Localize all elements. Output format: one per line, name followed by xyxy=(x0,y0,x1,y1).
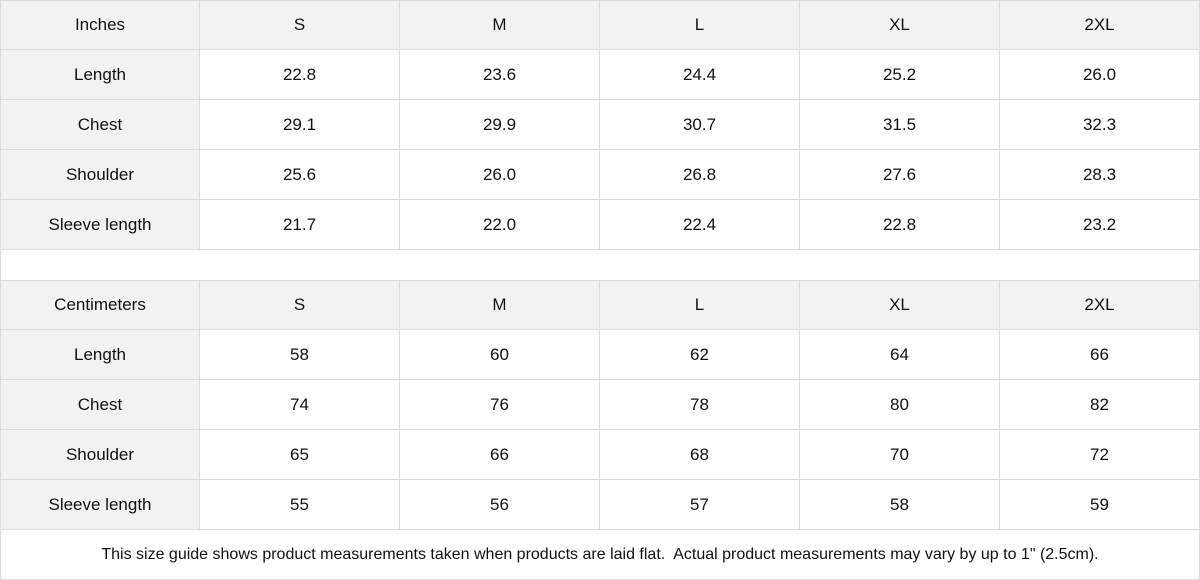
measurement-label: Length xyxy=(0,330,200,380)
measurement-value: 27.6 xyxy=(800,150,1000,200)
table-row: Length 58 60 62 64 66 xyxy=(0,330,1200,380)
size-header: XL xyxy=(800,0,1000,50)
table-row: Length 22.8 23.6 24.4 25.2 26.0 xyxy=(0,50,1200,100)
measurement-value: 58 xyxy=(800,480,1000,530)
measurement-value: 70 xyxy=(800,430,1000,480)
centimeters-size-table: Centimeters S M L XL 2XL Length 58 60 62 64 66 Chest… xyxy=(0,280,1200,530)
size-header: XL xyxy=(800,280,1000,330)
measurement-value: 24.4 xyxy=(600,50,800,100)
size-header: L xyxy=(600,0,800,50)
measurement-label: Sleeve length xyxy=(0,200,200,250)
measurement-value: 29.1 xyxy=(200,100,400,150)
table-row: Chest 74 76 78 80 82 xyxy=(0,380,1200,430)
measurement-value: 26.0 xyxy=(1000,50,1200,100)
table-row: Shoulder 65 66 68 70 72 xyxy=(0,430,1200,480)
measurement-value: 66 xyxy=(400,430,600,480)
table-header-row: Inches S M L XL 2XL xyxy=(0,0,1200,50)
measurement-value: 68 xyxy=(600,430,800,480)
table-row: Sleeve length 55 56 57 58 59 xyxy=(0,480,1200,530)
measurement-value: 66 xyxy=(1000,330,1200,380)
table-header-row: Centimeters S M L XL 2XL xyxy=(0,280,1200,330)
measurement-value: 25.6 xyxy=(200,150,400,200)
measurement-label: Length xyxy=(0,50,200,100)
measurement-label: Shoulder xyxy=(0,430,200,480)
measurement-value: 82 xyxy=(1000,380,1200,430)
table-row: Sleeve length 21.7 22.0 22.4 22.8 23.2 xyxy=(0,200,1200,250)
measurement-value: 28.3 xyxy=(1000,150,1200,200)
measurement-value: 64 xyxy=(800,330,1000,380)
measurement-value: 65 xyxy=(200,430,400,480)
measurement-value: 22.8 xyxy=(800,200,1000,250)
size-header: M xyxy=(400,0,600,50)
measurement-value: 58 xyxy=(200,330,400,380)
size-header: S xyxy=(200,0,400,50)
size-header: 2XL xyxy=(1000,280,1200,330)
measurement-value: 60 xyxy=(400,330,600,380)
measurement-value: 74 xyxy=(200,380,400,430)
size-header: M xyxy=(400,280,600,330)
measurement-value: 29.9 xyxy=(400,100,600,150)
measurement-value: 26.8 xyxy=(600,150,800,200)
size-guide-note: This size guide shows product measuremen… xyxy=(0,530,1200,580)
size-header: L xyxy=(600,280,800,330)
measurement-value: 76 xyxy=(400,380,600,430)
size-header: 2XL xyxy=(1000,0,1200,50)
table-row: Shoulder 25.6 26.0 26.8 27.6 28.3 xyxy=(0,150,1200,200)
measurement-label: Chest xyxy=(0,380,200,430)
inches-size-table: Inches S M L XL 2XL Length 22.8 23.6 24.4 25.2 26.0… xyxy=(0,0,1200,250)
measurement-value: 31.5 xyxy=(800,100,1000,150)
measurement-value: 56 xyxy=(400,480,600,530)
unit-header: Inches xyxy=(0,0,200,50)
size-header: S xyxy=(200,280,400,330)
table-row: Chest 29.1 29.9 30.7 31.5 32.3 xyxy=(0,100,1200,150)
measurement-value: 22.0 xyxy=(400,200,600,250)
measurement-value: 78 xyxy=(600,380,800,430)
measurement-value: 22.4 xyxy=(600,200,800,250)
measurement-value: 23.2 xyxy=(1000,200,1200,250)
unit-header: Centimeters xyxy=(0,280,200,330)
measurement-label: Sleeve length xyxy=(0,480,200,530)
measurement-value: 21.7 xyxy=(200,200,400,250)
measurement-value: 62 xyxy=(600,330,800,380)
measurement-value: 25.2 xyxy=(800,50,1000,100)
measurement-label: Chest xyxy=(0,100,200,150)
measurement-value: 80 xyxy=(800,380,1000,430)
measurement-value: 26.0 xyxy=(400,150,600,200)
measurement-value: 22.8 xyxy=(200,50,400,100)
measurement-label: Shoulder xyxy=(0,150,200,200)
measurement-value: 55 xyxy=(200,480,400,530)
measurement-value: 23.6 xyxy=(400,50,600,100)
measurement-value: 57 xyxy=(600,480,800,530)
measurement-value: 59 xyxy=(1000,480,1200,530)
measurement-value: 32.3 xyxy=(1000,100,1200,150)
measurement-value: 72 xyxy=(1000,430,1200,480)
measurement-value: 30.7 xyxy=(600,100,800,150)
table-spacer xyxy=(0,250,1200,280)
